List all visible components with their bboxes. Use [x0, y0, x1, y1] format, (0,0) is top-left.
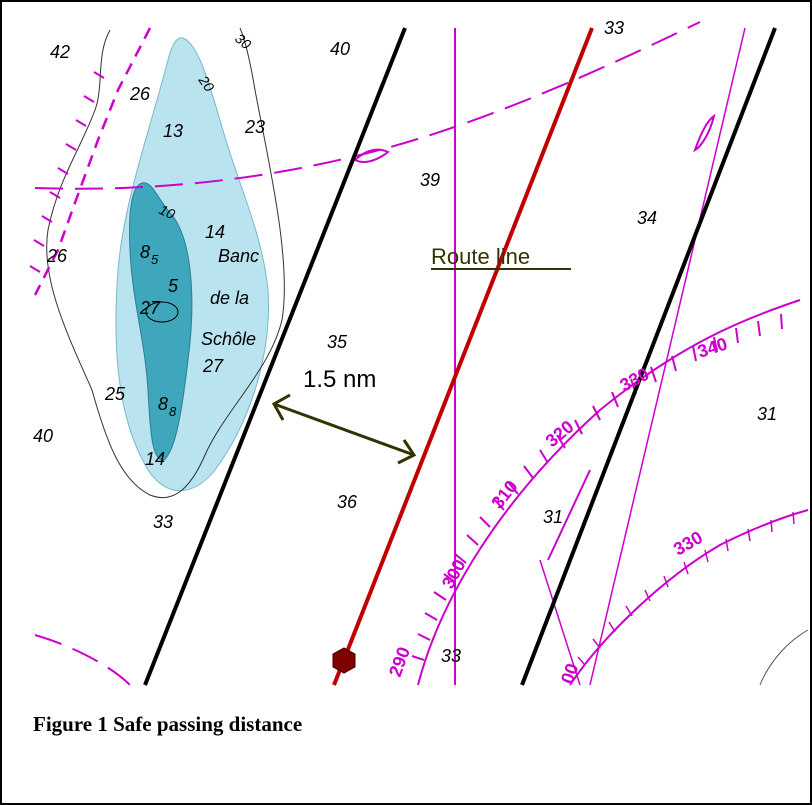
- compass-inner-arc: [569, 509, 809, 686]
- sounding: 5: [168, 276, 179, 296]
- sounding: 14: [205, 222, 225, 242]
- figure-caption: Figure 1 Safe passing distance: [33, 712, 303, 736]
- shallow-area-dark: [129, 182, 193, 461]
- nautical-chart: 42 26 13 23 40 39 34 14 26 35 25 40 27 1…: [29, 18, 809, 686]
- sounding: 42: [50, 42, 70, 62]
- compass-bearing: 340: [695, 333, 730, 361]
- contour-label: 20: [195, 72, 218, 95]
- distance-arrow: [273, 402, 415, 457]
- bank-name-line2: de la: [210, 288, 249, 308]
- sounding: 8: [140, 242, 150, 262]
- track-line-diagonal: [589, 27, 746, 686]
- sounding: 31: [757, 404, 777, 424]
- bank-name-line1: Banc: [218, 246, 259, 266]
- rock-contour: [145, 301, 179, 323]
- contour-label: 10: [157, 201, 178, 222]
- sounding: 36: [337, 492, 358, 512]
- sounding: 26: [129, 84, 151, 104]
- sounding: 8: [158, 394, 168, 414]
- traffic-boundary-arc-lower: [34, 634, 131, 686]
- sounding: 40: [330, 39, 350, 59]
- compass-bearing: 330: [616, 364, 652, 396]
- sounding: 26: [46, 246, 68, 266]
- sounding-decimal: 5: [151, 252, 159, 267]
- compass-bearing: 320: [542, 416, 578, 451]
- direction-marker-2: [693, 113, 716, 153]
- fairway-limit-left: [143, 27, 407, 686]
- waypoint-marker: [332, 647, 356, 674]
- route-line-label: Route line: [431, 244, 530, 269]
- sounding: 23: [244, 117, 265, 137]
- sounding: 27: [202, 356, 224, 376]
- shoal-contour-right: [759, 629, 809, 686]
- arrowhead-right: [397, 439, 417, 465]
- bank-name-line3: Schôle: [201, 329, 256, 349]
- route-line: [332, 27, 594, 686]
- sounding-decimal: 8: [169, 404, 177, 419]
- arrowhead-left: [271, 393, 291, 421]
- compass-bearing: 310: [487, 476, 521, 512]
- compass-index-line: [547, 469, 591, 561]
- sounding: 27: [139, 298, 161, 318]
- sounding: 33: [441, 646, 461, 666]
- compass-outer-arc: [417, 299, 801, 686]
- sounding: 34: [637, 208, 657, 228]
- hatch-ticks: [29, 71, 105, 273]
- sounding: 13: [163, 121, 183, 141]
- sounding: 35: [327, 332, 348, 352]
- track-line-diagonal-2: [539, 559, 581, 686]
- sounding: 25: [104, 384, 126, 404]
- fairway-limit-right: [520, 27, 777, 686]
- contour-30m: [46, 27, 285, 499]
- sounding: 39: [420, 170, 440, 190]
- distance-label: 1.5 nm: [303, 366, 376, 393]
- sounding: 14: [145, 449, 165, 469]
- compass-inner-bearing: 330: [670, 527, 706, 559]
- hatched-limit: [33, 27, 152, 296]
- compass-bearing: 290: [385, 644, 414, 679]
- compass-inner-ticks: [577, 511, 795, 666]
- sounding: 33: [153, 512, 173, 532]
- traffic-boundary-arc: [34, 21, 701, 190]
- sounding: 40: [33, 426, 53, 446]
- contour-label: 30: [232, 30, 254, 52]
- sounding: 31: [543, 507, 563, 527]
- direction-marker: [353, 148, 390, 163]
- sounding: 33: [604, 18, 624, 38]
